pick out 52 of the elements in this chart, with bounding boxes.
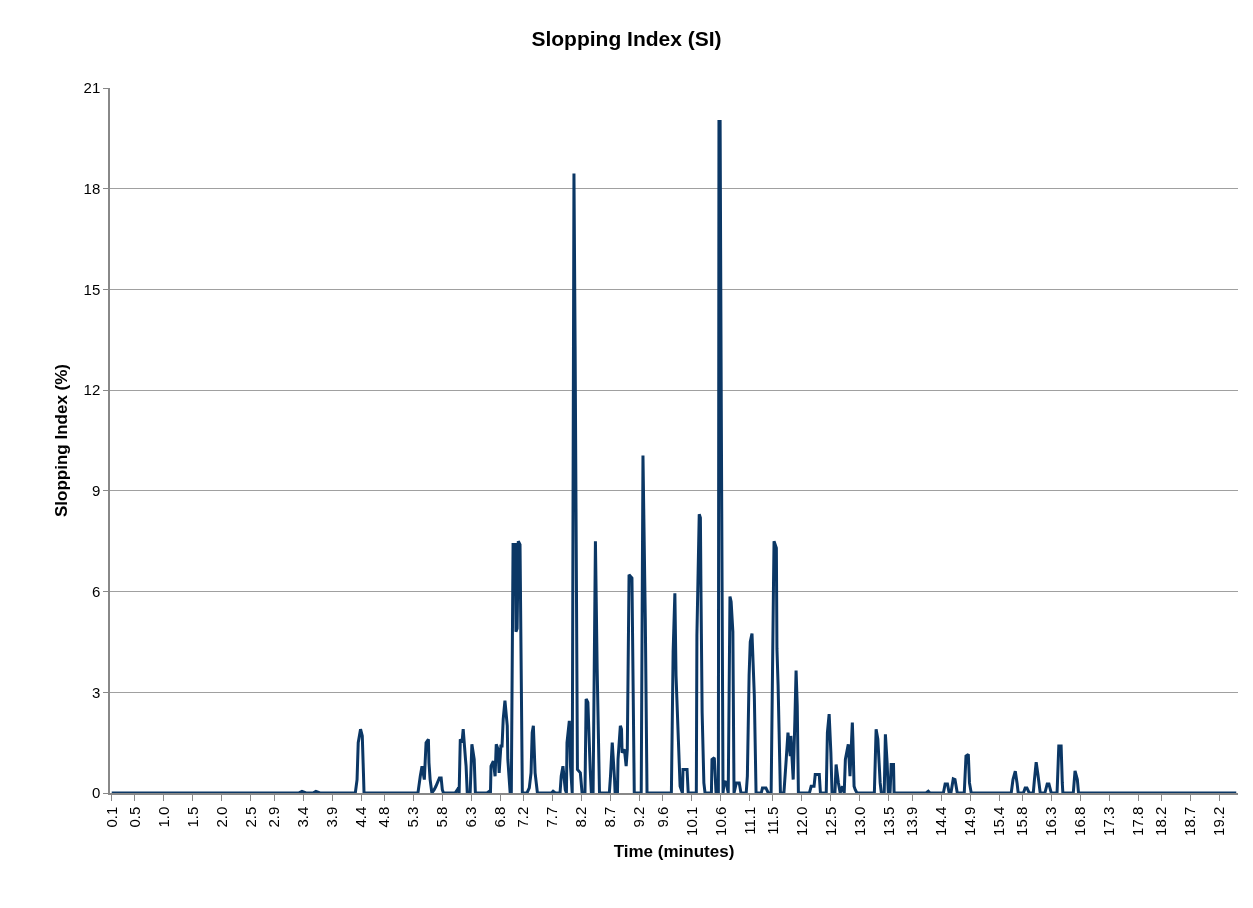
x-tick-label: 2.0: [212, 806, 230, 828]
x-tick-label: 15.8: [1013, 806, 1031, 836]
x-tick-label: 9.6: [653, 806, 671, 828]
x-tick-label: 2.9: [265, 806, 283, 828]
x-tick-label: 17.8: [1129, 806, 1147, 836]
x-tick-label: 18.2: [1152, 806, 1170, 836]
x-tick-label: 17.3: [1100, 806, 1118, 836]
x-tick-label: 15.4: [989, 806, 1007, 836]
x-tick-label: 18.7: [1181, 806, 1199, 836]
x-tick-label: 1.0: [154, 806, 172, 828]
x-tick-label: 3.9: [322, 806, 340, 828]
x-tick-label: 3.4: [293, 806, 311, 828]
x-tick-label: 14.9: [960, 806, 978, 836]
x-tick-label: 12.5: [821, 806, 839, 836]
y-tick-label: 6: [91, 582, 101, 600]
x-tick-label: 9.2: [630, 806, 648, 828]
x-tick-label: 16.3: [1042, 806, 1060, 836]
x-tick-label: 8.2: [572, 806, 590, 828]
x-tick-label: 19.2: [1210, 806, 1228, 836]
y-tick-label: 15: [83, 280, 101, 298]
x-tick-label: 2.5: [241, 806, 259, 828]
x-tick-label: 10.6: [711, 806, 729, 836]
x-tick-label: 11.1: [740, 806, 758, 835]
x-tick-label: 5.8: [433, 806, 451, 828]
x-tick-label: 14.4: [931, 806, 949, 836]
x-tick-label: 6.8: [491, 806, 509, 828]
y-tick-label: 21: [83, 79, 101, 97]
x-tick-label: 4.8: [375, 806, 393, 828]
x-tick-label: 0.1: [102, 806, 120, 828]
x-tick-label: 13.9: [902, 806, 920, 836]
chart-title: Slopping Index (SI): [531, 27, 722, 51]
x-tick-label: 6.3: [462, 806, 480, 828]
x-tick-label: 4.4: [351, 806, 369, 828]
y-tick-label: 3: [91, 683, 101, 701]
x-tick-label: 13.5: [879, 806, 897, 836]
x-tick-label: 0.5: [125, 806, 143, 828]
x-tick-label: 12.0: [792, 806, 810, 836]
x-tick-label: 8.7: [601, 806, 619, 828]
x-tick-label: 16.8: [1071, 806, 1089, 836]
x-tick-label: 5.3: [404, 806, 422, 828]
y-tick-label: 18: [83, 179, 101, 197]
y-tick-label: 12: [83, 381, 101, 399]
x-tick-label: 13.0: [850, 806, 868, 836]
x-tick-label: 7.2: [514, 806, 532, 828]
x-tick-label: 1.5: [183, 806, 201, 828]
y-axis-title: Slopping Index (%): [51, 364, 71, 517]
x-tick-label: 11.5: [763, 806, 781, 835]
y-tick-label: 0: [91, 784, 101, 802]
x-tick-label: 7.7: [543, 806, 561, 828]
y-tick-label: 9: [91, 482, 101, 500]
x-tick-label: 10.1: [682, 806, 700, 836]
x-axis-title: Time (minutes): [613, 841, 735, 861]
